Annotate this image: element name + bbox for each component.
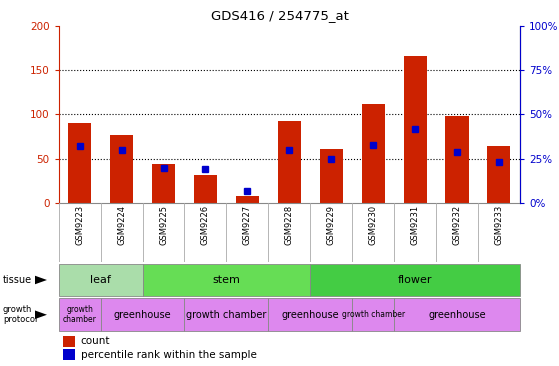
Bar (236, 196, 259, 203)
Bar (352, 298, 394, 331)
Bar (362, 104, 385, 203)
Text: greenhouse: greenhouse (113, 310, 172, 320)
Text: GSM9231: GSM9231 (410, 205, 420, 245)
Text: GSM9229: GSM9229 (326, 205, 336, 245)
Bar (101, 298, 184, 331)
Bar (194, 175, 217, 203)
Polygon shape (35, 310, 47, 319)
Bar (63, 336, 75, 347)
Bar (110, 135, 133, 203)
Bar (143, 264, 310, 296)
Text: GSM9223: GSM9223 (75, 205, 84, 245)
Bar (394, 298, 520, 331)
Text: flower: flower (398, 275, 432, 285)
Text: growth chamber: growth chamber (342, 310, 405, 319)
Text: GSM9233: GSM9233 (494, 205, 504, 245)
Bar (320, 149, 343, 203)
Bar (68, 123, 91, 203)
Text: GSM9226: GSM9226 (201, 205, 210, 245)
Polygon shape (35, 276, 47, 284)
Bar (63, 349, 75, 360)
Text: greenhouse: greenhouse (428, 310, 486, 320)
Bar (59, 298, 101, 331)
Text: growth chamber: growth chamber (186, 310, 267, 320)
Text: growth
protocol: growth protocol (3, 305, 37, 325)
Text: greenhouse: greenhouse (281, 310, 339, 320)
Bar (268, 298, 352, 331)
Text: GSM9228: GSM9228 (285, 205, 294, 245)
Text: GDS416 / 254775_at: GDS416 / 254775_at (211, 9, 348, 22)
Text: leaf: leaf (90, 275, 111, 285)
Bar (152, 164, 175, 203)
Text: growth
chamber: growth chamber (63, 305, 97, 325)
Text: GSM9225: GSM9225 (159, 205, 168, 245)
Text: tissue: tissue (3, 275, 32, 285)
Text: GSM9230: GSM9230 (368, 205, 378, 245)
Text: GSM9224: GSM9224 (117, 205, 126, 245)
Bar (59, 264, 143, 296)
Bar (278, 120, 301, 203)
Text: percentile rank within the sample: percentile rank within the sample (81, 350, 257, 359)
Text: GSM9232: GSM9232 (452, 205, 462, 245)
Text: stem: stem (212, 275, 240, 285)
Text: count: count (81, 336, 110, 346)
Bar (310, 264, 520, 296)
Bar (446, 116, 468, 203)
Bar (404, 56, 427, 203)
Bar (487, 146, 510, 203)
Text: GSM9227: GSM9227 (243, 205, 252, 245)
Bar (184, 298, 268, 331)
